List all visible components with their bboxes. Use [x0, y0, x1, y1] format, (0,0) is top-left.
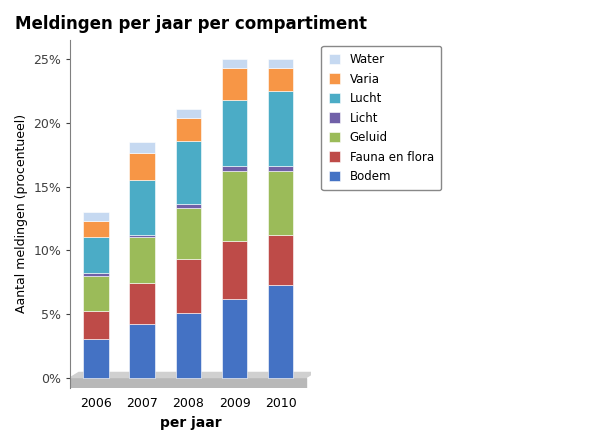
- Polygon shape: [71, 377, 306, 388]
- Bar: [176, 259, 201, 312]
- Bar: [83, 221, 109, 238]
- Bar: [222, 171, 247, 241]
- X-axis label: per jaar: per jaar: [160, 416, 221, 430]
- Bar: [129, 324, 155, 377]
- Bar: [268, 59, 294, 68]
- Bar: [176, 208, 201, 259]
- Bar: [83, 212, 109, 221]
- Bar: [83, 312, 109, 340]
- Bar: [268, 166, 294, 171]
- Polygon shape: [71, 372, 315, 377]
- Bar: [129, 283, 155, 324]
- Bar: [222, 166, 247, 171]
- Bar: [129, 180, 155, 235]
- Bar: [83, 273, 109, 275]
- Bar: [176, 118, 201, 141]
- Bar: [222, 299, 247, 377]
- Bar: [83, 275, 109, 311]
- Bar: [268, 68, 294, 91]
- Bar: [176, 141, 201, 204]
- Bar: [129, 154, 155, 180]
- Legend: Water, Varia, Lucht, Licht, Geluid, Fauna en flora, Bodem: Water, Varia, Lucht, Licht, Geluid, Faun…: [322, 46, 441, 190]
- Bar: [129, 235, 155, 238]
- Bar: [222, 59, 247, 68]
- Bar: [176, 312, 201, 377]
- Bar: [222, 241, 247, 299]
- Bar: [268, 285, 294, 377]
- Bar: [176, 204, 201, 208]
- Bar: [129, 142, 155, 154]
- Bar: [176, 109, 201, 118]
- Title: Meldingen per jaar per compartiment: Meldingen per jaar per compartiment: [14, 15, 367, 33]
- Bar: [83, 238, 109, 273]
- Bar: [268, 235, 294, 285]
- Bar: [222, 68, 247, 100]
- Bar: [222, 100, 247, 166]
- Bar: [268, 171, 294, 235]
- Y-axis label: Aantal meldingen (procentueel): Aantal meldingen (procentueel): [15, 114, 28, 313]
- Bar: [268, 91, 294, 166]
- Bar: [129, 238, 155, 283]
- Bar: [83, 340, 109, 377]
